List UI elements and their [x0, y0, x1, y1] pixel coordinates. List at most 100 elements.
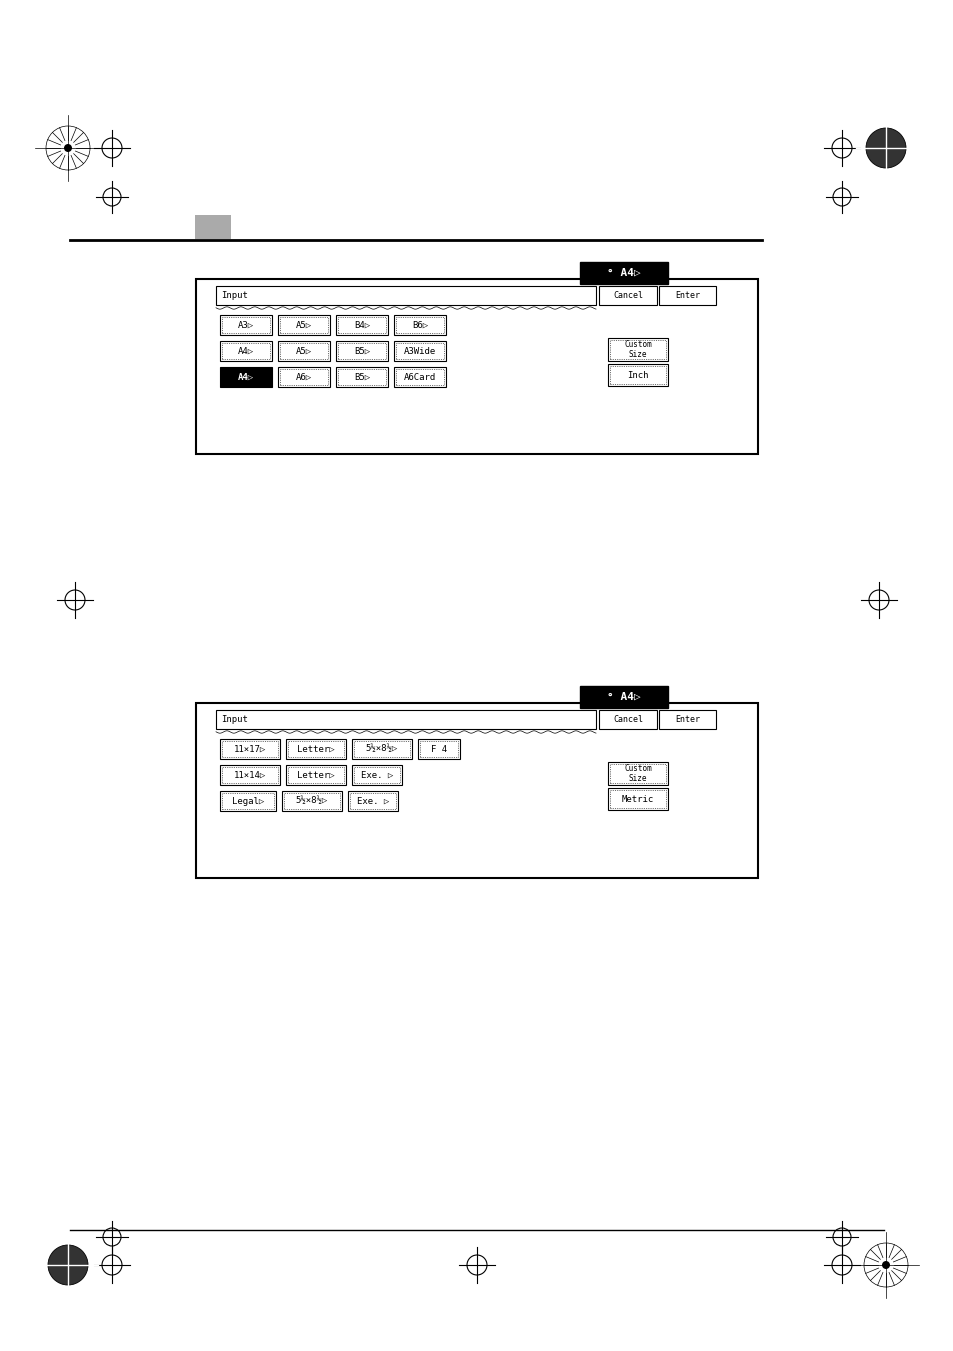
Bar: [607, 363, 667, 386]
Bar: [395, 369, 443, 385]
Bar: [215, 286, 596, 305]
Text: A4▷: A4▷: [237, 346, 253, 355]
Text: F 4: F 4: [431, 744, 447, 754]
Bar: [215, 711, 596, 730]
Bar: [284, 793, 339, 809]
Bar: [607, 338, 667, 361]
Bar: [277, 315, 330, 335]
Bar: [220, 739, 280, 759]
Bar: [194, 215, 231, 239]
Bar: [609, 790, 665, 808]
Bar: [394, 340, 446, 361]
Bar: [352, 739, 412, 759]
Bar: [607, 788, 667, 811]
Text: 11×14▷: 11×14▷: [233, 770, 266, 780]
Bar: [417, 739, 459, 759]
Text: ° A4▷: ° A4▷: [606, 692, 640, 703]
Bar: [335, 367, 388, 386]
Text: Enter: Enter: [675, 715, 700, 724]
Text: B5▷: B5▷: [354, 346, 370, 355]
Text: A4▷: A4▷: [237, 373, 253, 381]
Bar: [659, 286, 716, 305]
Bar: [220, 340, 272, 361]
Bar: [277, 340, 330, 361]
Text: B6▷: B6▷: [412, 320, 428, 330]
Bar: [222, 317, 270, 332]
Text: Legal▷: Legal▷: [232, 797, 264, 805]
Text: A3▷: A3▷: [237, 320, 253, 330]
Text: A6▷: A6▷: [295, 373, 312, 381]
Bar: [335, 340, 388, 361]
Bar: [659, 711, 716, 730]
Bar: [222, 767, 277, 784]
Circle shape: [865, 128, 905, 168]
Text: A5▷: A5▷: [295, 346, 312, 355]
Text: Enter: Enter: [675, 290, 700, 300]
Text: A5▷: A5▷: [295, 320, 312, 330]
Bar: [352, 765, 401, 785]
Text: ° A4▷: ° A4▷: [606, 267, 640, 278]
Bar: [354, 767, 399, 784]
Bar: [395, 317, 443, 332]
Text: A3Wide: A3Wide: [403, 346, 436, 355]
Bar: [337, 369, 386, 385]
Bar: [222, 793, 274, 809]
Text: Custom
Size: Custom Size: [623, 340, 651, 359]
Bar: [288, 740, 344, 757]
Text: Metric: Metric: [621, 794, 654, 804]
Circle shape: [64, 145, 71, 153]
Text: Inch: Inch: [626, 370, 648, 380]
Text: Input: Input: [221, 290, 248, 300]
Text: Custom
Size: Custom Size: [623, 763, 651, 784]
Bar: [609, 765, 665, 784]
Text: B4▷: B4▷: [354, 320, 370, 330]
Bar: [277, 367, 330, 386]
Bar: [348, 790, 397, 811]
Bar: [395, 343, 443, 359]
Text: Cancel: Cancel: [613, 290, 642, 300]
Bar: [280, 369, 328, 385]
Text: Letter▷: Letter▷: [297, 770, 335, 780]
Text: Letter▷: Letter▷: [297, 744, 335, 754]
Bar: [220, 765, 280, 785]
Bar: [288, 767, 344, 784]
Bar: [195, 280, 758, 454]
Bar: [222, 343, 270, 359]
Bar: [220, 367, 272, 386]
Bar: [220, 315, 272, 335]
Text: B5▷: B5▷: [354, 373, 370, 381]
Text: A6Card: A6Card: [403, 373, 436, 381]
Bar: [607, 762, 667, 785]
Bar: [195, 703, 758, 878]
Bar: [286, 739, 346, 759]
Bar: [222, 740, 277, 757]
Text: 5½×8½▷: 5½×8½▷: [295, 797, 328, 805]
Bar: [579, 262, 667, 284]
Circle shape: [882, 1260, 889, 1269]
Bar: [354, 740, 410, 757]
Bar: [280, 343, 328, 359]
Text: Exe. ▷: Exe. ▷: [356, 797, 389, 805]
Bar: [419, 740, 457, 757]
Text: Cancel: Cancel: [613, 715, 642, 724]
Text: Exe. ▷: Exe. ▷: [360, 770, 393, 780]
Text: 11×17▷: 11×17▷: [233, 744, 266, 754]
Bar: [337, 343, 386, 359]
Bar: [394, 367, 446, 386]
Bar: [579, 686, 667, 708]
Bar: [350, 793, 395, 809]
Bar: [337, 317, 386, 332]
Bar: [282, 790, 341, 811]
Bar: [598, 711, 657, 730]
Bar: [286, 765, 346, 785]
Bar: [335, 315, 388, 335]
Text: 5½×8½▷: 5½×8½▷: [366, 744, 397, 754]
Circle shape: [48, 1246, 88, 1285]
Bar: [598, 286, 657, 305]
Bar: [394, 315, 446, 335]
Bar: [220, 790, 275, 811]
Text: Input: Input: [221, 715, 248, 724]
Bar: [609, 340, 665, 359]
Bar: [280, 317, 328, 332]
Bar: [609, 366, 665, 384]
